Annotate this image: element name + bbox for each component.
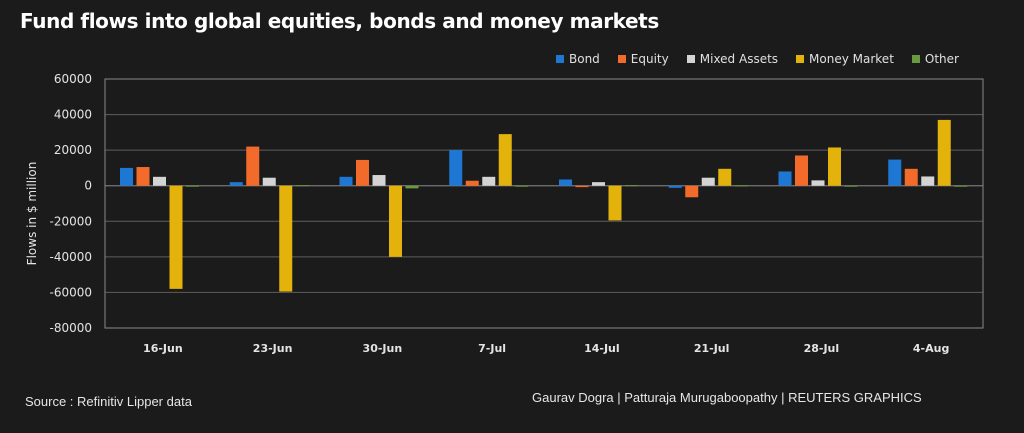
bar-bond-14-jul — [559, 179, 572, 186]
bar-bond-7-jul — [449, 150, 463, 186]
y-tick-label: -80000 — [49, 321, 92, 335]
bar-equity-14-jul — [575, 185, 589, 188]
x-tick-label: 14-Jul — [584, 342, 620, 355]
gridlines — [105, 78, 983, 329]
bar-money-market-21-jul — [718, 168, 732, 186]
bar-other-16-jun — [186, 185, 199, 187]
bar-bond-21-jul — [668, 185, 682, 188]
bars — [120, 119, 968, 292]
bar-other-7-jul — [515, 185, 529, 187]
legend-label-equity: Equity — [630, 52, 669, 66]
legend-swatch-bond — [556, 55, 564, 63]
bar-other-21-jul — [734, 185, 748, 187]
legend-item-bond: Bond — [556, 52, 600, 66]
x-tick-label: 16-Jun — [143, 342, 183, 355]
legend-label-mixed-assets: Mixed Assets — [699, 52, 779, 66]
legend-swatch-money-market — [796, 55, 805, 63]
y-tick-label: 60000 — [54, 72, 92, 86]
legend-item-money-market: Money Market — [796, 52, 894, 66]
legend-item-equity: Equity — [617, 52, 669, 66]
bar-money-market-30-jun — [389, 185, 402, 257]
legend-item-other: Other — [911, 52, 959, 66]
legend-swatch-mixed-assets — [686, 55, 695, 63]
y-tick-label: -60000 — [49, 285, 92, 299]
y-tick-label: 0 — [84, 179, 92, 193]
source-note: Source : Refinitiv Lipper data — [25, 394, 192, 409]
bar-mixed-assets-23-jun — [262, 177, 276, 186]
bar-money-market-14-jul — [608, 185, 622, 221]
legend-label-other: Other — [924, 52, 959, 66]
bar-equity-30-jun — [356, 159, 369, 186]
x-tick-label: 23-Jun — [253, 342, 293, 355]
bar-equity-23-jun — [246, 146, 260, 186]
y-axis-ticks: 60000 40000 20000 0 -20000 -40000 -60000 -80000 — [49, 72, 92, 335]
bar-money-market-4-aug — [937, 119, 951, 186]
bar-equity-28-jul — [795, 155, 808, 186]
x-tick-label: 7-Jul — [478, 342, 506, 355]
bar-other-30-jun — [405, 185, 419, 189]
legend-swatch-equity — [617, 55, 626, 63]
bar-mixed-assets-30-jun — [372, 175, 386, 186]
bar-equity-7-jul — [465, 180, 479, 186]
y-tick-label: -40000 — [49, 250, 92, 264]
bar-equity-21-jul — [685, 185, 699, 198]
chart-title: Fund flows into global equities, bonds a… — [20, 9, 659, 33]
bar-bond-28-jul — [778, 171, 792, 186]
bar-bond-23-jun — [229, 182, 243, 186]
x-tick-label: 21-Jul — [694, 342, 730, 355]
x-tick-label: 30-Jun — [363, 342, 403, 355]
bar-mixed-assets-16-jun — [153, 176, 166, 186]
x-tick-label: 28-Jul — [804, 342, 840, 355]
bar-mixed-assets-21-jul — [701, 177, 715, 186]
bar-mixed-assets-28-jul — [811, 180, 825, 186]
bar-other-14-jul — [625, 185, 638, 187]
plot-frame — [104, 78, 984, 329]
legend: Bond Equity Mixed Assets Money Market Ot… — [556, 52, 959, 66]
bar-other-23-jun — [295, 185, 309, 187]
y-axis-label: Flows in $ million — [25, 162, 39, 266]
bar-other-28-jul — [844, 185, 858, 187]
x-tick-label: 4-Aug — [913, 342, 949, 355]
bar-money-market-28-jul — [828, 147, 841, 186]
bar-mixed-assets-4-aug — [921, 176, 935, 186]
bar-mixed-assets-7-jul — [482, 176, 496, 186]
credit-line: Gaurav Dogra | Patturaja Murugaboopathy … — [532, 390, 922, 405]
legend-item-mixed-assets: Mixed Assets — [686, 52, 779, 66]
y-tick-label: 40000 — [54, 108, 92, 122]
bar-bond-30-jun — [339, 176, 353, 186]
bar-equity-16-jun — [136, 167, 150, 186]
bar-mixed-assets-14-jul — [592, 182, 605, 186]
y-tick-label: -20000 — [49, 214, 92, 228]
bar-bond-16-jun — [120, 167, 133, 186]
y-tick-label: 20000 — [54, 143, 92, 157]
bar-other-4-aug — [954, 185, 968, 187]
x-axis-ticks: 16-Jun 23-Jun 30-Jun 7-Jul 14-Jul 21-Jul 28-Ju… — [143, 342, 949, 355]
legend-swatch-other — [911, 55, 920, 63]
bar-equity-4-aug — [904, 168, 918, 186]
bar-money-market-16-jun — [169, 185, 183, 289]
bar-bond-4-aug — [888, 159, 902, 186]
legend-label-bond: Bond — [569, 52, 600, 66]
legend-label-money-market: Money Market — [809, 52, 894, 66]
bar-money-market-23-jun — [279, 185, 293, 292]
bar-money-market-7-jul — [498, 134, 512, 186]
